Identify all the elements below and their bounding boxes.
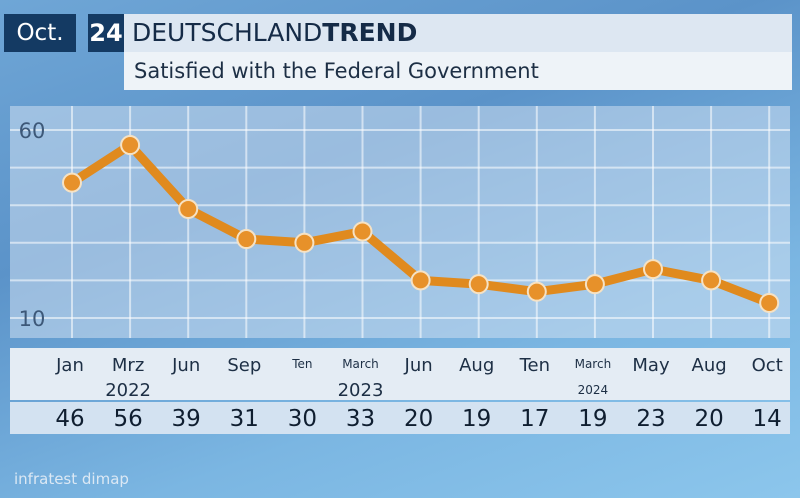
year-label: 2024: [578, 383, 609, 397]
data-point: [643, 259, 663, 280]
data-point: [526, 281, 547, 302]
data-label: 56: [113, 406, 142, 432]
y-tick-label: 60: [19, 119, 46, 143]
data-point: [410, 270, 431, 291]
data-label: 19: [578, 406, 607, 432]
line-chart: 60 10 Jan Mrz Jun Sep Ten March Jun Aug Ten March Ma…: [18, 119, 783, 432]
source-credit: infratest dimap: [14, 470, 129, 488]
data-point: [120, 135, 141, 156]
x-tick-label: Jun: [404, 355, 433, 376]
data-point: [294, 232, 315, 253]
x-tick-label: Mrz: [112, 355, 144, 376]
data-label: 39: [172, 406, 201, 432]
chart-subtitle: Satisfied with the Federal Government: [124, 52, 792, 90]
x-tick-label: Oct: [752, 355, 783, 376]
data-point: [236, 229, 257, 250]
x-tick-label: Ten: [519, 355, 550, 376]
header-month: Oct.: [4, 14, 76, 52]
data-point: [352, 221, 373, 242]
data-label: 20: [694, 406, 723, 432]
data-label: 31: [230, 406, 259, 432]
year-label: 2023: [338, 380, 384, 401]
data-label: 46: [55, 406, 84, 432]
header-title: DEUTSCHLANDTREND: [124, 14, 792, 52]
x-tick-label: May: [632, 355, 670, 376]
data-label: 30: [288, 406, 317, 432]
x-tick-label: Sep: [227, 355, 261, 376]
header-day: 24: [88, 14, 124, 52]
x-tick-label: Jan: [55, 355, 84, 376]
x-tick-label: Jun: [171, 355, 200, 376]
data-label: 17: [520, 406, 549, 432]
data-label: 14: [753, 406, 782, 432]
data-point: [701, 270, 722, 291]
year-label: 2022: [105, 380, 151, 401]
data-label: 33: [346, 406, 375, 432]
data-point: [178, 198, 199, 219]
data-point: [584, 274, 605, 295]
x-tick-band: [10, 348, 790, 400]
x-tick-label: Aug: [459, 355, 494, 376]
data-point: [759, 292, 780, 313]
x-tick-label: March: [342, 357, 379, 371]
y-tick-label: 10: [19, 307, 46, 331]
header-title-bold: TREND: [322, 18, 418, 47]
data-point: [62, 172, 82, 193]
data-label: 20: [404, 406, 433, 432]
data-point: [468, 274, 489, 295]
data-label: 19: [462, 406, 491, 432]
x-tick-label: Ten: [291, 357, 312, 371]
data-label: 23: [636, 406, 665, 432]
x-tick-label: March: [575, 357, 612, 371]
value-label-band: [10, 402, 790, 434]
x-tick-label: Aug: [692, 355, 727, 376]
header-title-light: DEUTSCHLAND: [132, 18, 323, 47]
